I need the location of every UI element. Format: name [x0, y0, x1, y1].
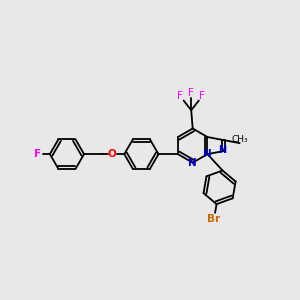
- Text: CH₃: CH₃: [232, 135, 248, 144]
- Text: N: N: [203, 149, 212, 159]
- Text: F: F: [34, 149, 41, 159]
- Text: O: O: [108, 149, 116, 159]
- Text: N: N: [188, 158, 197, 168]
- Text: F: F: [188, 88, 194, 98]
- Text: N: N: [218, 145, 226, 154]
- Text: Br: Br: [207, 214, 220, 224]
- Text: F: F: [199, 91, 205, 101]
- Text: F: F: [177, 91, 183, 101]
